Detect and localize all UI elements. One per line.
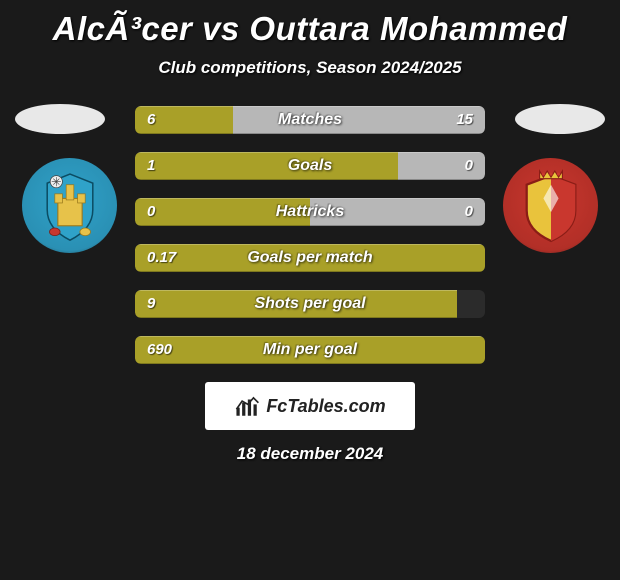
page-title: AlcÃ³cer vs Outtara Mohammed [0, 6, 620, 58]
stat-bar-left [135, 336, 485, 364]
stat-value-right [461, 290, 485, 318]
stat-value-left: 0 [135, 198, 167, 226]
stat-value-left: 6 [135, 106, 167, 134]
stat-bar-left [135, 290, 457, 318]
stat-row: 00Hattricks [135, 198, 485, 226]
stat-value-left: 0.17 [135, 244, 188, 272]
club-crest-right [503, 158, 598, 253]
stat-row: 10Goals [135, 152, 485, 180]
stat-value-right: 15 [444, 106, 485, 134]
stat-value-left: 1 [135, 152, 167, 180]
club-crest-left [22, 158, 117, 253]
stat-bar-left [135, 152, 398, 180]
player-avatar-right [515, 104, 605, 134]
stat-rows: 615Matches10Goals00Hattricks0.17Goals pe… [135, 106, 485, 364]
player-avatar-left [15, 104, 105, 134]
branding-text: FcTables.com [266, 396, 385, 417]
stat-value-left: 9 [135, 290, 167, 318]
comparison-card: AlcÃ³cer vs Outtara Mohammed Club compet… [0, 0, 620, 580]
stat-row: 0.17Goals per match [135, 244, 485, 272]
stat-row: 9Shots per goal [135, 290, 485, 318]
branding-badge: FcTables.com [205, 382, 415, 430]
subtitle: Club competitions, Season 2024/2025 [0, 58, 620, 78]
branding-chart-icon [234, 393, 260, 419]
stat-value-right: 0 [453, 152, 485, 180]
stat-value-right [461, 336, 485, 364]
stat-row: 690Min per goal [135, 336, 485, 364]
crest-right-icon [513, 168, 589, 244]
stat-value-right [461, 244, 485, 272]
stats-section: 615Matches10Goals00Hattricks0.17Goals pe… [0, 106, 620, 364]
stat-row: 615Matches [135, 106, 485, 134]
stat-value-right: 0 [453, 198, 485, 226]
crest-left-icon [32, 168, 108, 244]
date-text: 18 december 2024 [0, 444, 620, 464]
stat-value-left: 690 [135, 336, 184, 364]
